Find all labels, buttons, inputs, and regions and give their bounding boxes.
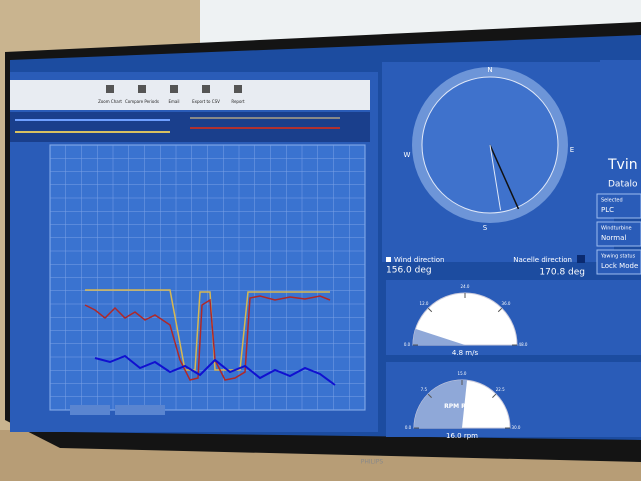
gauge-reading: 16.0 rpm — [446, 432, 478, 440]
info-value: PLC — [601, 206, 614, 214]
toolbar-label: Report — [231, 99, 245, 104]
info-panel — [600, 60, 641, 195]
gauge-tick — [497, 307, 503, 313]
compass-n: N — [487, 66, 492, 74]
gauge-tick-label: 12.0 — [420, 301, 429, 306]
toolbar-label: Email — [168, 99, 179, 104]
gauge-tick-label: 0.0 — [404, 342, 411, 347]
compass-s: S — [483, 224, 488, 232]
label: Wind direction — [394, 256, 445, 264]
info-subtitle: Datalo — [608, 180, 638, 190]
toolbar-label: Export to CSV — [192, 99, 220, 104]
info-title: Tvin — [607, 157, 638, 173]
info-value: Normal — [601, 234, 626, 242]
gauge-tick-label: 36.0 — [502, 301, 511, 306]
gauge-title: RPM Rotor — [444, 403, 480, 410]
gauge-reading: 4.8 m/s — [452, 349, 479, 357]
gauge-tick — [427, 393, 432, 398]
gauge-fill — [413, 328, 465, 345]
gauge-fill — [414, 380, 468, 428]
gauge-tick-label: 15.0 — [458, 371, 467, 376]
trace-red — [84, 295, 331, 381]
trace-yellow — [85, 289, 330, 371]
toolbar-icon[interactable] — [138, 85, 146, 93]
gauge-tick-label: 7.5 — [421, 387, 428, 392]
compass-e: E — [570, 146, 574, 154]
toolbar-bg — [10, 80, 370, 110]
compass-needle — [489, 144, 502, 211]
info-box — [596, 249, 641, 275]
info-label: Yawing status — [600, 254, 636, 260]
brand: PHILIPS — [361, 459, 384, 466]
reading: 156.0 deg — [386, 266, 432, 276]
compass-w: W — [404, 151, 411, 159]
info-box — [596, 193, 641, 219]
toolbar-label: Compare Periods — [125, 99, 159, 104]
gauge-face — [412, 292, 518, 346]
button[interactable] — [115, 405, 165, 415]
toolbar-icon[interactable] — [202, 85, 210, 93]
gauge-tick — [492, 393, 497, 398]
info-label: Selected — [601, 198, 623, 204]
button[interactable] — [70, 405, 110, 415]
swatch — [386, 257, 391, 262]
info-label: Windturbine — [601, 226, 632, 232]
compass-needle — [489, 144, 520, 210]
toolbar-icon[interactable] — [234, 85, 242, 93]
gauge-tick-label: 48.0 — [519, 342, 528, 347]
gauge-tick-label: 22.5 — [496, 387, 505, 392]
swatch — [577, 255, 585, 263]
gauge-tick — [427, 307, 433, 313]
gauge-tick-label: 30.0 — [512, 425, 521, 430]
label: Nacelle direction — [513, 256, 572, 264]
reading: 170.8 deg — [539, 268, 585, 278]
info-value: Lock Mode — [601, 262, 638, 270]
trace-blue — [94, 354, 336, 386]
info-box — [596, 221, 641, 247]
toolbar-icon[interactable] — [106, 85, 114, 93]
gauge-tick-label: 24.0 — [461, 284, 470, 289]
toolbar-label: Zoom Chart — [98, 99, 122, 104]
toolbar-icon[interactable] — [170, 85, 178, 93]
gauge-tick-label: 0.0 — [405, 425, 412, 430]
gauge-title: Windspeed — [446, 318, 484, 325]
